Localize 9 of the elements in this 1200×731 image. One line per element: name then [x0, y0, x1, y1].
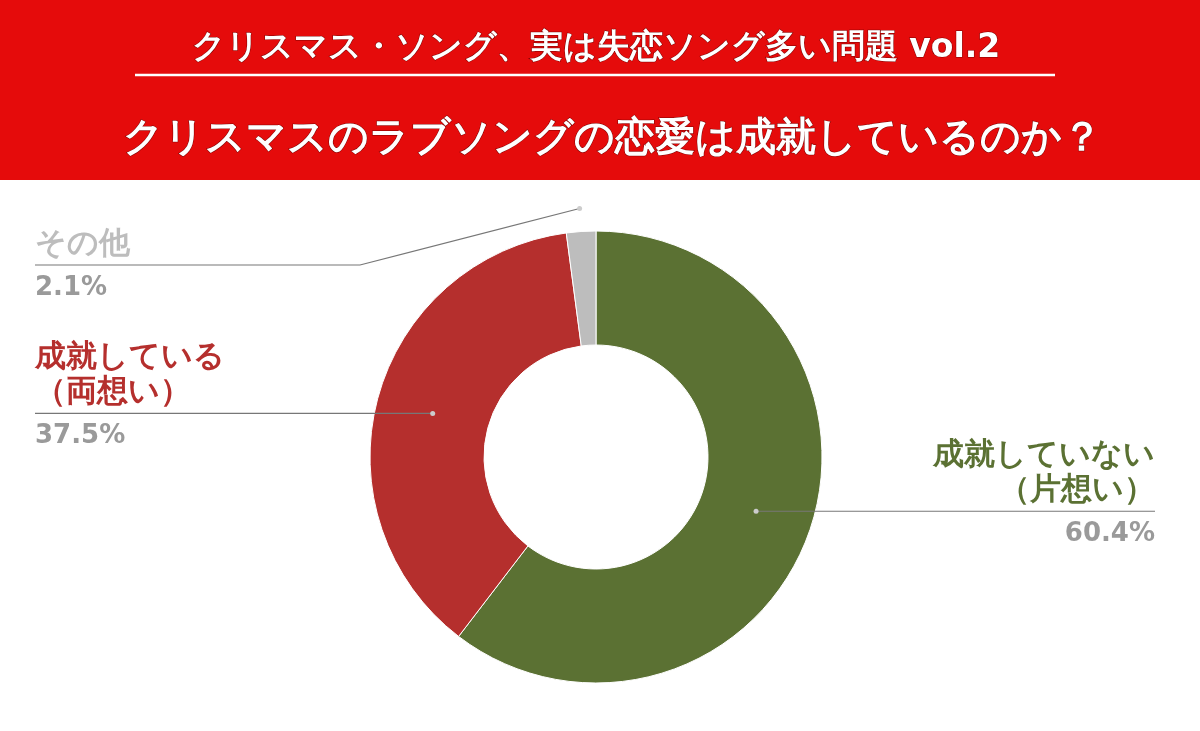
data-label: 37.5% [35, 419, 126, 450]
slice-label: 成就している（両想い） [34, 337, 225, 409]
chart-title: クリスマス・ソング、実は失恋ソング多い問題 vol.2 [191, 26, 1001, 65]
chart-subtitle: クリスマスのラブソングの恋愛は成就しているのか？ [122, 113, 1102, 159]
data-label: 2.1% [35, 271, 108, 301]
data-label: 60.4% [1064, 517, 1155, 548]
slice-label: 成就していない（片想い） [932, 435, 1155, 507]
header: クリスマス・ソング、実は失恋ソング多い問題 vol.2 クリスマスのラブソングの恋愛は成就しているのか？ [0, 0, 1200, 180]
slice-label: その他 [35, 224, 131, 260]
